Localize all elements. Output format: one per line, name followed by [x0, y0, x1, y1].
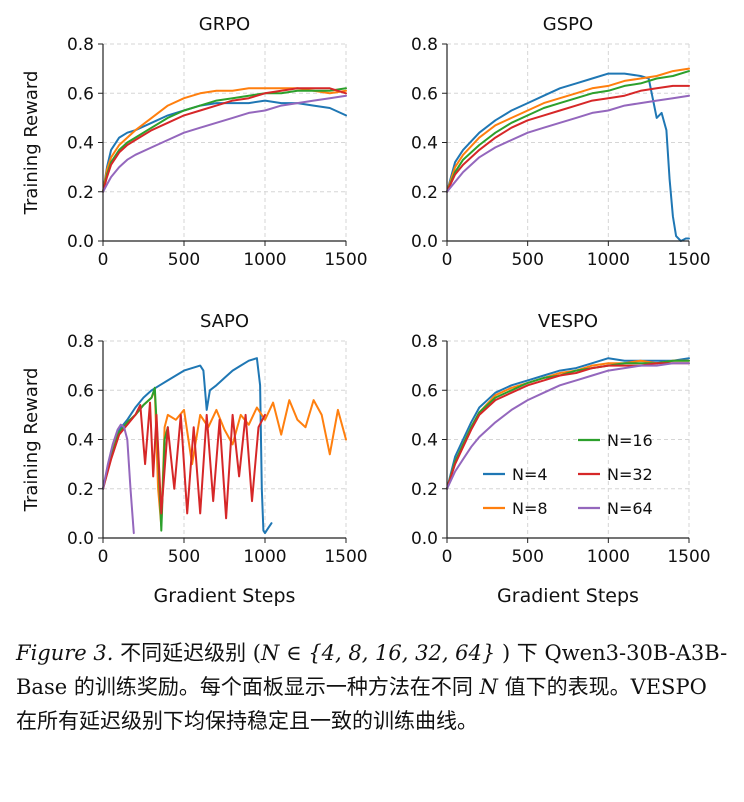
x-tick-label: 1500	[667, 547, 710, 567]
x-tick-label: 1500	[324, 250, 367, 270]
y-tick-label: 0.4	[67, 431, 94, 451]
x-tick-label: 0	[98, 547, 109, 567]
series-line-N=32	[446, 84, 690, 193]
chart-panel-1: 0 500 1000 1500 0.0 0.2 0.4 0.6 0.8 GSPO	[411, 14, 711, 270]
x-tick-label: 1500	[324, 547, 367, 567]
series-line-N=16	[446, 70, 690, 193]
figure-panels: 0 500 1000 1500 0.0 0.2 0.4 0.6 0.8 GRPO Training …	[21, 14, 711, 607]
y-tick-label: 0.8	[67, 332, 94, 352]
legend-label: N=16	[607, 431, 653, 450]
x-tick-label: 0	[98, 250, 109, 270]
series-line-N=32	[102, 401, 266, 520]
x-tick-label: 500	[168, 547, 200, 567]
legend-label: N=64	[607, 499, 653, 518]
x-axis-label: Gradient Steps	[154, 585, 296, 607]
x-tick-label: 1000	[243, 250, 286, 270]
caption-label: Figure 3.	[16, 641, 114, 665]
series-line-N=64	[446, 94, 690, 193]
caption-math: N ∈ {4, 8, 16, 32, 64}	[260, 641, 496, 665]
series-line-N=16	[102, 87, 347, 193]
x-tick-label: 500	[511, 547, 543, 567]
x-tick-label: 0	[442, 250, 453, 270]
legend-label: N=32	[607, 465, 653, 484]
series-line-N=64	[102, 423, 135, 535]
chart-panel-3: 0 500 1000 1500 0.0 0.2 0.4 0.6 0.8 VESPO Gradient…	[411, 311, 711, 607]
y-tick-label: 0.0	[67, 529, 94, 549]
series-line-N=64	[102, 94, 347, 193]
y-tick-label: 0.0	[411, 529, 438, 549]
y-tick-label: 0.2	[411, 183, 438, 203]
y-axis-label: Training Reward	[21, 368, 42, 513]
series-line-N=64	[446, 362, 690, 490]
y-tick-label: 0.0	[411, 232, 438, 252]
x-tick-label: 1000	[243, 547, 286, 567]
y-tick-label: 0.2	[67, 183, 94, 203]
y-tick-label: 0.2	[411, 480, 438, 500]
caption-text-b: ) 下 Qwen3-30B-A3B-Base 的训练奖励。每个面板显示一种方法在…	[16, 641, 728, 699]
y-tick-label: 0.6	[411, 381, 438, 401]
y-tick-label: 0.6	[67, 84, 94, 104]
legend: N=16 N=4 N=32 N=8 N=64	[483, 431, 653, 518]
y-tick-label: 0.6	[67, 381, 94, 401]
caption-math-n: N	[479, 675, 498, 699]
x-tick-label: 1000	[587, 250, 630, 270]
series-line-N=4	[102, 357, 273, 535]
caption-text-a: 不同延迟级别 (	[113, 641, 261, 665]
legend-label: N=4	[512, 465, 548, 484]
chart-title: VESPO	[538, 311, 598, 332]
legend-label: N=8	[512, 499, 548, 518]
y-tick-label: 0.0	[67, 232, 94, 252]
x-tick-label: 500	[511, 250, 543, 270]
y-tick-label: 0.8	[411, 332, 438, 352]
y-axis-label: Training Reward	[21, 71, 42, 216]
series-line-N=32	[102, 87, 347, 193]
chart-panel-2: 0 500 1000 1500 0.0 0.2 0.4 0.6 0.8 SAPO Training …	[21, 311, 368, 607]
y-tick-label: 0.4	[411, 134, 438, 154]
caption-text-c: 值下的表现。VESPO 在所有延迟级别下均保持稳定且一致的训练曲线。	[16, 675, 707, 733]
figure-caption: Figure 3. 不同延迟级别 (N ∈ {4, 8, 16, 32, 64}…	[16, 636, 728, 738]
y-tick-label: 0.6	[411, 84, 438, 104]
x-tick-label: 0	[442, 547, 453, 567]
series-line-N=4	[102, 99, 347, 193]
x-axis-label: Gradient Steps	[497, 585, 639, 607]
y-tick-label: 0.2	[67, 480, 94, 500]
chart-panel-0: 0 500 1000 1500 0.0 0.2 0.4 0.6 0.8 GRPO Training …	[21, 14, 368, 270]
y-tick-label: 0.8	[411, 35, 438, 55]
chart-title: SAPO	[200, 311, 249, 332]
series-line-N=16	[446, 359, 690, 490]
y-tick-label: 0.8	[67, 35, 94, 55]
y-tick-label: 0.4	[411, 431, 438, 451]
x-tick-label: 1000	[587, 547, 630, 567]
series-line-N=4	[446, 72, 690, 242]
x-tick-label: 500	[168, 250, 200, 270]
chart-title: GRPO	[199, 14, 250, 35]
chart-title: GSPO	[543, 14, 593, 35]
y-tick-label: 0.4	[67, 134, 94, 154]
x-tick-label: 1500	[667, 250, 710, 270]
series-line-N=8	[446, 67, 690, 193]
